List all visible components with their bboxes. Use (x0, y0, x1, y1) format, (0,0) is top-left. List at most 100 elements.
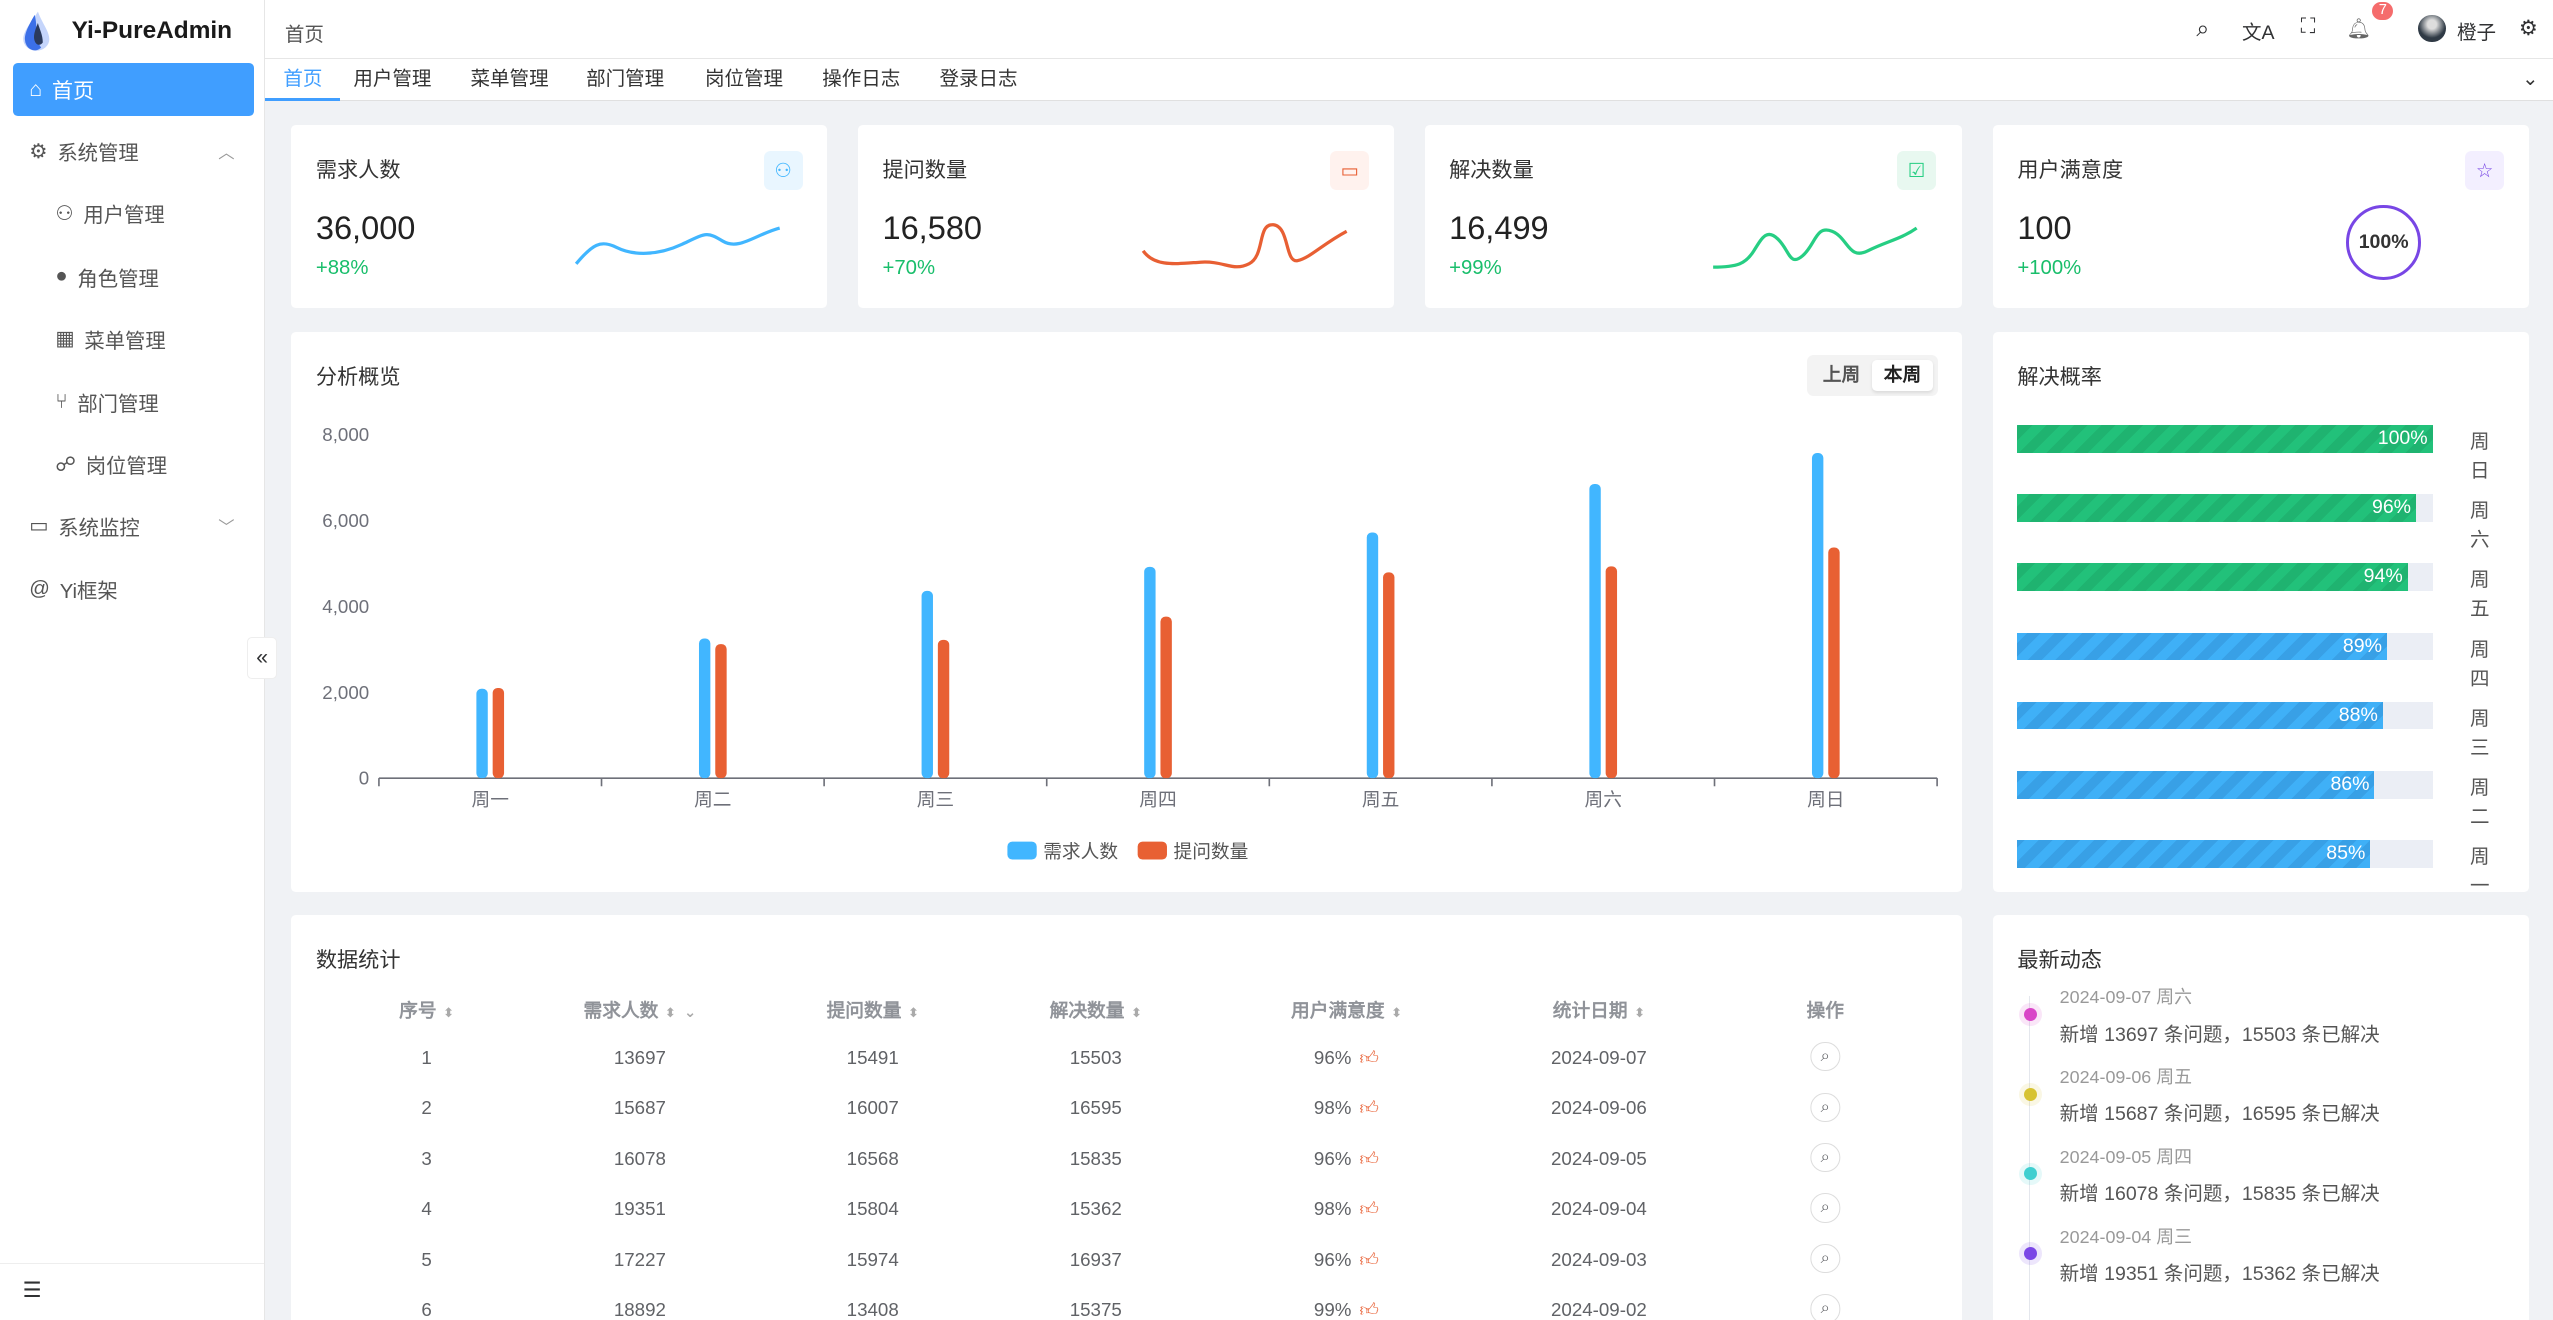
bar-demand[interactable] (1367, 532, 1379, 779)
sidebar-item-users[interactable]: ⚇ 用户管理 (0, 189, 261, 238)
filter-chevron-icon[interactable]: ⌄ (683, 1005, 697, 1022)
table-cell: 19351 (614, 1198, 666, 1220)
bell-icon[interactable]: 🔔︎ (2346, 17, 2369, 40)
day-label: 周一 (2469, 846, 2490, 898)
table-cell: 2024-09-05 (1551, 1148, 1647, 1170)
timeline-dot (2023, 1167, 2037, 1181)
view-detail-button[interactable]: ⌕ (1810, 1294, 1840, 1320)
cell-text: 16007 (846, 1097, 899, 1119)
day-label: 周三 (2469, 707, 2490, 759)
timeline-card: 最新动态 2024-09-07 周六 新增 13697 条问题，15503 条已解… (1992, 915, 2529, 1320)
tabs-more-chevron-icon[interactable]: ⌄ (2522, 67, 2539, 90)
check-chat-icon: ☑ (1896, 151, 1936, 191)
bar-questions[interactable] (938, 639, 950, 779)
tab-oper-log[interactable]: 操作日志 (822, 67, 901, 90)
search-icon[interactable]: ⌕ (2196, 14, 2210, 41)
sidebar-item-label: Yi框架 (59, 581, 118, 604)
sidebar-toggle-button[interactable]: ☰ (0, 1263, 264, 1320)
avatar[interactable] (2417, 14, 2446, 43)
this-week-button[interactable]: 本周 (1872, 359, 1933, 391)
bar-questions[interactable] (1828, 547, 1841, 779)
tab-bar: 首页 用户管理 菜单管理 部门管理 岗位管理 操作日志 登录日志 ⌄ (265, 58, 2553, 101)
column-header[interactable]: 用户满意度 ⬍ (1291, 996, 1402, 1023)
column-header[interactable]: 解决数量 ⬍ (1050, 996, 1142, 1023)
sort-icon[interactable]: ⬍ (1131, 1005, 1142, 1021)
settings-gear-icon[interactable]: ⚙ (2518, 16, 2538, 40)
bar-demand[interactable] (699, 638, 711, 779)
legend-label[interactable]: 需求人数 (1044, 841, 1119, 862)
view-detail-button[interactable]: ⌕ (1810, 1193, 1840, 1223)
view-detail-button[interactable]: ⌕ (1810, 1042, 1840, 1072)
fullscreen-icon[interactable]: ⛶ (2300, 14, 2316, 38)
sort-icon[interactable]: ⬍ (1391, 1005, 1403, 1021)
week-toggle: 上周 本周 (1807, 354, 1938, 396)
table-cell: 15835 (1070, 1148, 1122, 1170)
view-detail-button[interactable]: ⌕ (1810, 1092, 1840, 1122)
sidebar-item-roles[interactable]: ● 角色管理 (0, 252, 261, 301)
table-cell: 15503 (1070, 1047, 1122, 1069)
sort-icon[interactable]: ⬍ (1634, 1005, 1646, 1021)
resolve-rate-row: 88% 周三 (2017, 701, 2505, 759)
cell-text: 2024-09-04 (1551, 1198, 1647, 1220)
bar-questions[interactable] (493, 688, 505, 779)
cell-text: 18892 (613, 1299, 666, 1320)
day-label: 周五 (2469, 569, 2490, 621)
collapse-sidebar-button[interactable]: « (247, 636, 277, 679)
progress-fill: 100% (2017, 424, 2433, 453)
sidebar-item-depts[interactable]: ⑂ 部门管理 (0, 378, 261, 427)
bar-demand[interactable] (1812, 453, 1824, 779)
breadcrumb[interactable]: 首页 (284, 23, 324, 46)
sidebar-item-yi[interactable]: @ Yi框架 (0, 565, 261, 614)
username[interactable]: 橙子 (2456, 22, 2496, 45)
bar-demand[interactable] (1144, 566, 1157, 779)
translate-icon[interactable]: 文A (2242, 22, 2275, 45)
tab-posts[interactable]: 岗位管理 (705, 67, 784, 90)
bar-demand[interactable] (1589, 484, 1602, 779)
cell-text: 2024-09-03 (1551, 1248, 1647, 1270)
tab-login-log[interactable]: 登录日志 (939, 67, 1018, 90)
sidebar-item-system[interactable]: ⚙ 系统管理 ︿ (0, 127, 261, 176)
day-label: 周二 (2469, 776, 2490, 828)
progress-fill: 88% (2017, 701, 2383, 730)
column-header[interactable]: 提问数量 ⬍ (827, 996, 919, 1023)
table-cell: 13408 (847, 1299, 899, 1320)
column-header[interactable]: 统计日期 ⬍ (1553, 996, 1645, 1023)
legend-label[interactable]: 提问数量 (1174, 841, 1249, 862)
tab-users[interactable]: 用户管理 (353, 67, 432, 90)
view-detail-button[interactable]: ⌕ (1810, 1243, 1840, 1274)
bar-questions[interactable] (715, 644, 728, 779)
thumbs-up-icon: 👍︎ (1359, 1248, 1380, 1270)
view-detail-button[interactable]: ⌕ (1810, 1142, 1840, 1173)
tab-home[interactable]: 首页 (265, 59, 341, 101)
tab-menus[interactable]: 菜单管理 (470, 67, 549, 90)
resolve-title: 解决概率 (2017, 365, 2102, 389)
sidebar-item-home[interactable]: ⌂ 首页 (13, 63, 254, 116)
sidebar-item-menus[interactable]: ▦ 菜单管理 (0, 314, 261, 363)
column-header-label: 解决数量 (1049, 1000, 1125, 1022)
app-logo[interactable]: Yi-PureAdmin (20, 10, 232, 52)
search-icon: ⌕ (1820, 1047, 1830, 1066)
bar-questions[interactable] (1160, 616, 1173, 779)
bar-demand[interactable] (922, 591, 934, 779)
legend-swatch[interactable] (1138, 841, 1168, 860)
timeline-line (2028, 996, 2031, 1320)
column-header[interactable]: 序号 ⬍ (399, 996, 454, 1023)
cell-text: 15375 (1069, 1299, 1122, 1320)
legend-swatch[interactable] (1007, 841, 1038, 860)
stat-title: 解决数量 (1449, 159, 1534, 183)
bar-questions[interactable] (1606, 566, 1618, 779)
table-cell: 96% 👍︎ (1314, 1047, 1379, 1070)
sort-icon[interactable]: ⬍ (664, 1005, 676, 1021)
sidebar-item-posts[interactable]: ☍ 岗位管理 (0, 440, 261, 489)
sort-icon[interactable]: ⬍ (907, 1005, 919, 1021)
bar-demand[interactable] (476, 688, 489, 779)
sidebar: Yi-PureAdmin ⌂ 首页 ⚙ 系统管理 ︿ ⚇ 用户管理 ● 角色管理 ▦ 菜单管… (0, 0, 266, 1320)
bar-questions[interactable] (1383, 572, 1395, 779)
last-week-button[interactable]: 上周 (1822, 363, 1861, 385)
sidebar-item-monitor[interactable]: ▭ 系统监控 ﹀ (0, 501, 261, 550)
sort-icon[interactable]: ⬍ (443, 1005, 454, 1021)
table-cell: 4 (421, 1198, 431, 1220)
column-header[interactable]: 需求人数 ⬍ ⌄ (584, 996, 697, 1023)
star-icon: ☆ (2465, 151, 2505, 191)
tab-depts[interactable]: 部门管理 (586, 67, 665, 90)
